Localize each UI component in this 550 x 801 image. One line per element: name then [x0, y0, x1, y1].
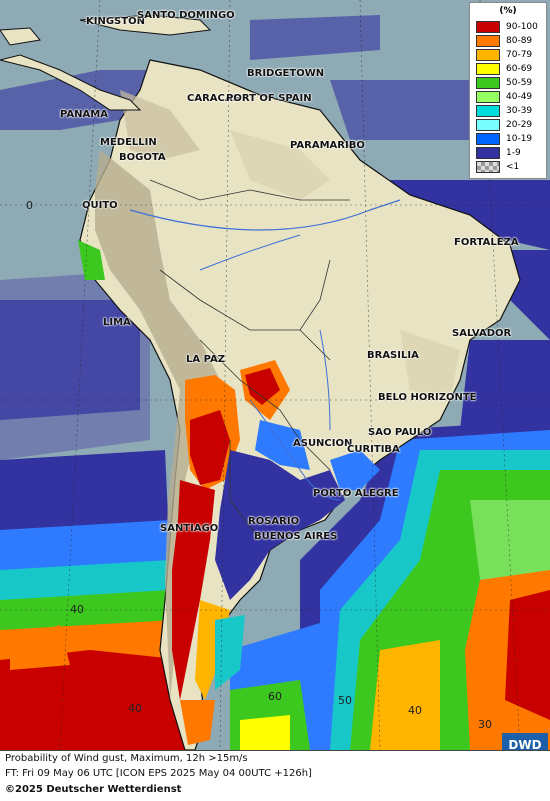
color-legend: (%) 90-100 80-89 70-79 60-69 50-59 40-49 30-39… — [469, 2, 547, 179]
forecast-time: FT: Fri 09 May 06 UTC [ICON EPS 2025 May… — [5, 768, 312, 779]
copyright: ©2025 Deutscher Wetterdienst — [5, 784, 182, 795]
city-label: PORTO ALEGRE — [313, 488, 399, 499]
legend-label: 1-9 — [506, 148, 521, 158]
legend-swatch — [476, 147, 500, 159]
city-label: PANAMA — [60, 109, 108, 120]
city-label: BRASILIA — [367, 350, 419, 361]
grid-label: 30 — [478, 718, 492, 731]
legend-label: 40-49 — [506, 92, 533, 102]
city-label: MEDELLIN — [100, 137, 157, 148]
legend-swatch — [476, 133, 500, 145]
city-label: ROSARIO — [248, 516, 300, 527]
legend-swatch — [476, 105, 500, 117]
legend-label: 80-89 — [506, 36, 533, 46]
product-title: Probability of Wind gust, Maximum, 12h >… — [5, 753, 248, 764]
legend-swatch — [476, 119, 500, 131]
legend-swatch — [476, 21, 500, 33]
legend-label: 30-39 — [506, 106, 533, 116]
city-label: SANTIAGO — [160, 523, 219, 534]
city-label: KINGSTON — [86, 16, 145, 27]
legend-label: 50-59 — [506, 78, 533, 88]
city-label: QUITO — [82, 200, 118, 211]
grid-label: 60 — [268, 690, 282, 703]
grid-label: 40 — [408, 704, 422, 717]
legend-swatch — [476, 35, 500, 47]
city-label: LA PAZ — [186, 354, 225, 365]
legend-label: 90-100 — [506, 22, 538, 32]
grid-label: 0 — [26, 199, 33, 212]
legend-label: 60-69 — [506, 64, 533, 74]
map-footer: Probability of Wind gust, Maximum, 12h >… — [0, 750, 550, 801]
legend-label: 70-79 — [506, 50, 533, 60]
city-label: SAO PAULO — [368, 427, 432, 438]
city-label: ASUNCION — [293, 438, 353, 449]
legend-title: (%) — [499, 6, 517, 16]
city-label: BELO HORIZONTE — [378, 392, 477, 403]
city-label: FORTALEZA — [454, 237, 519, 248]
grid-label: 40 — [70, 603, 84, 616]
city-label: SANTO DOMINGO — [137, 10, 235, 21]
grid-label: 40 — [128, 702, 142, 715]
legend-swatch — [476, 77, 500, 89]
city-label: CURITIBA — [347, 444, 400, 455]
city-label: BOGOTA — [119, 152, 166, 163]
city-label: PORT OF SPAIN — [226, 93, 312, 104]
grid-label: 50 — [338, 694, 352, 707]
city-label: CARACAS — [187, 93, 240, 104]
city-label: PARAMARIBO — [290, 140, 365, 151]
legend-label: <1 — [506, 162, 520, 172]
city-label: SALVADOR — [452, 328, 512, 339]
legend-label: 20-29 — [506, 120, 533, 130]
city-label: BRIDGETOWN — [247, 68, 325, 79]
legend-swatch — [476, 91, 500, 103]
legend-swatch — [476, 63, 500, 75]
legend-swatch — [476, 161, 500, 173]
city-label: LIMA — [103, 317, 131, 328]
city-label: BUENOS AIRES — [254, 531, 338, 542]
legend-label: 10-19 — [506, 134, 533, 144]
legend-swatch — [476, 49, 500, 61]
logo-text: DWD — [508, 738, 542, 752]
